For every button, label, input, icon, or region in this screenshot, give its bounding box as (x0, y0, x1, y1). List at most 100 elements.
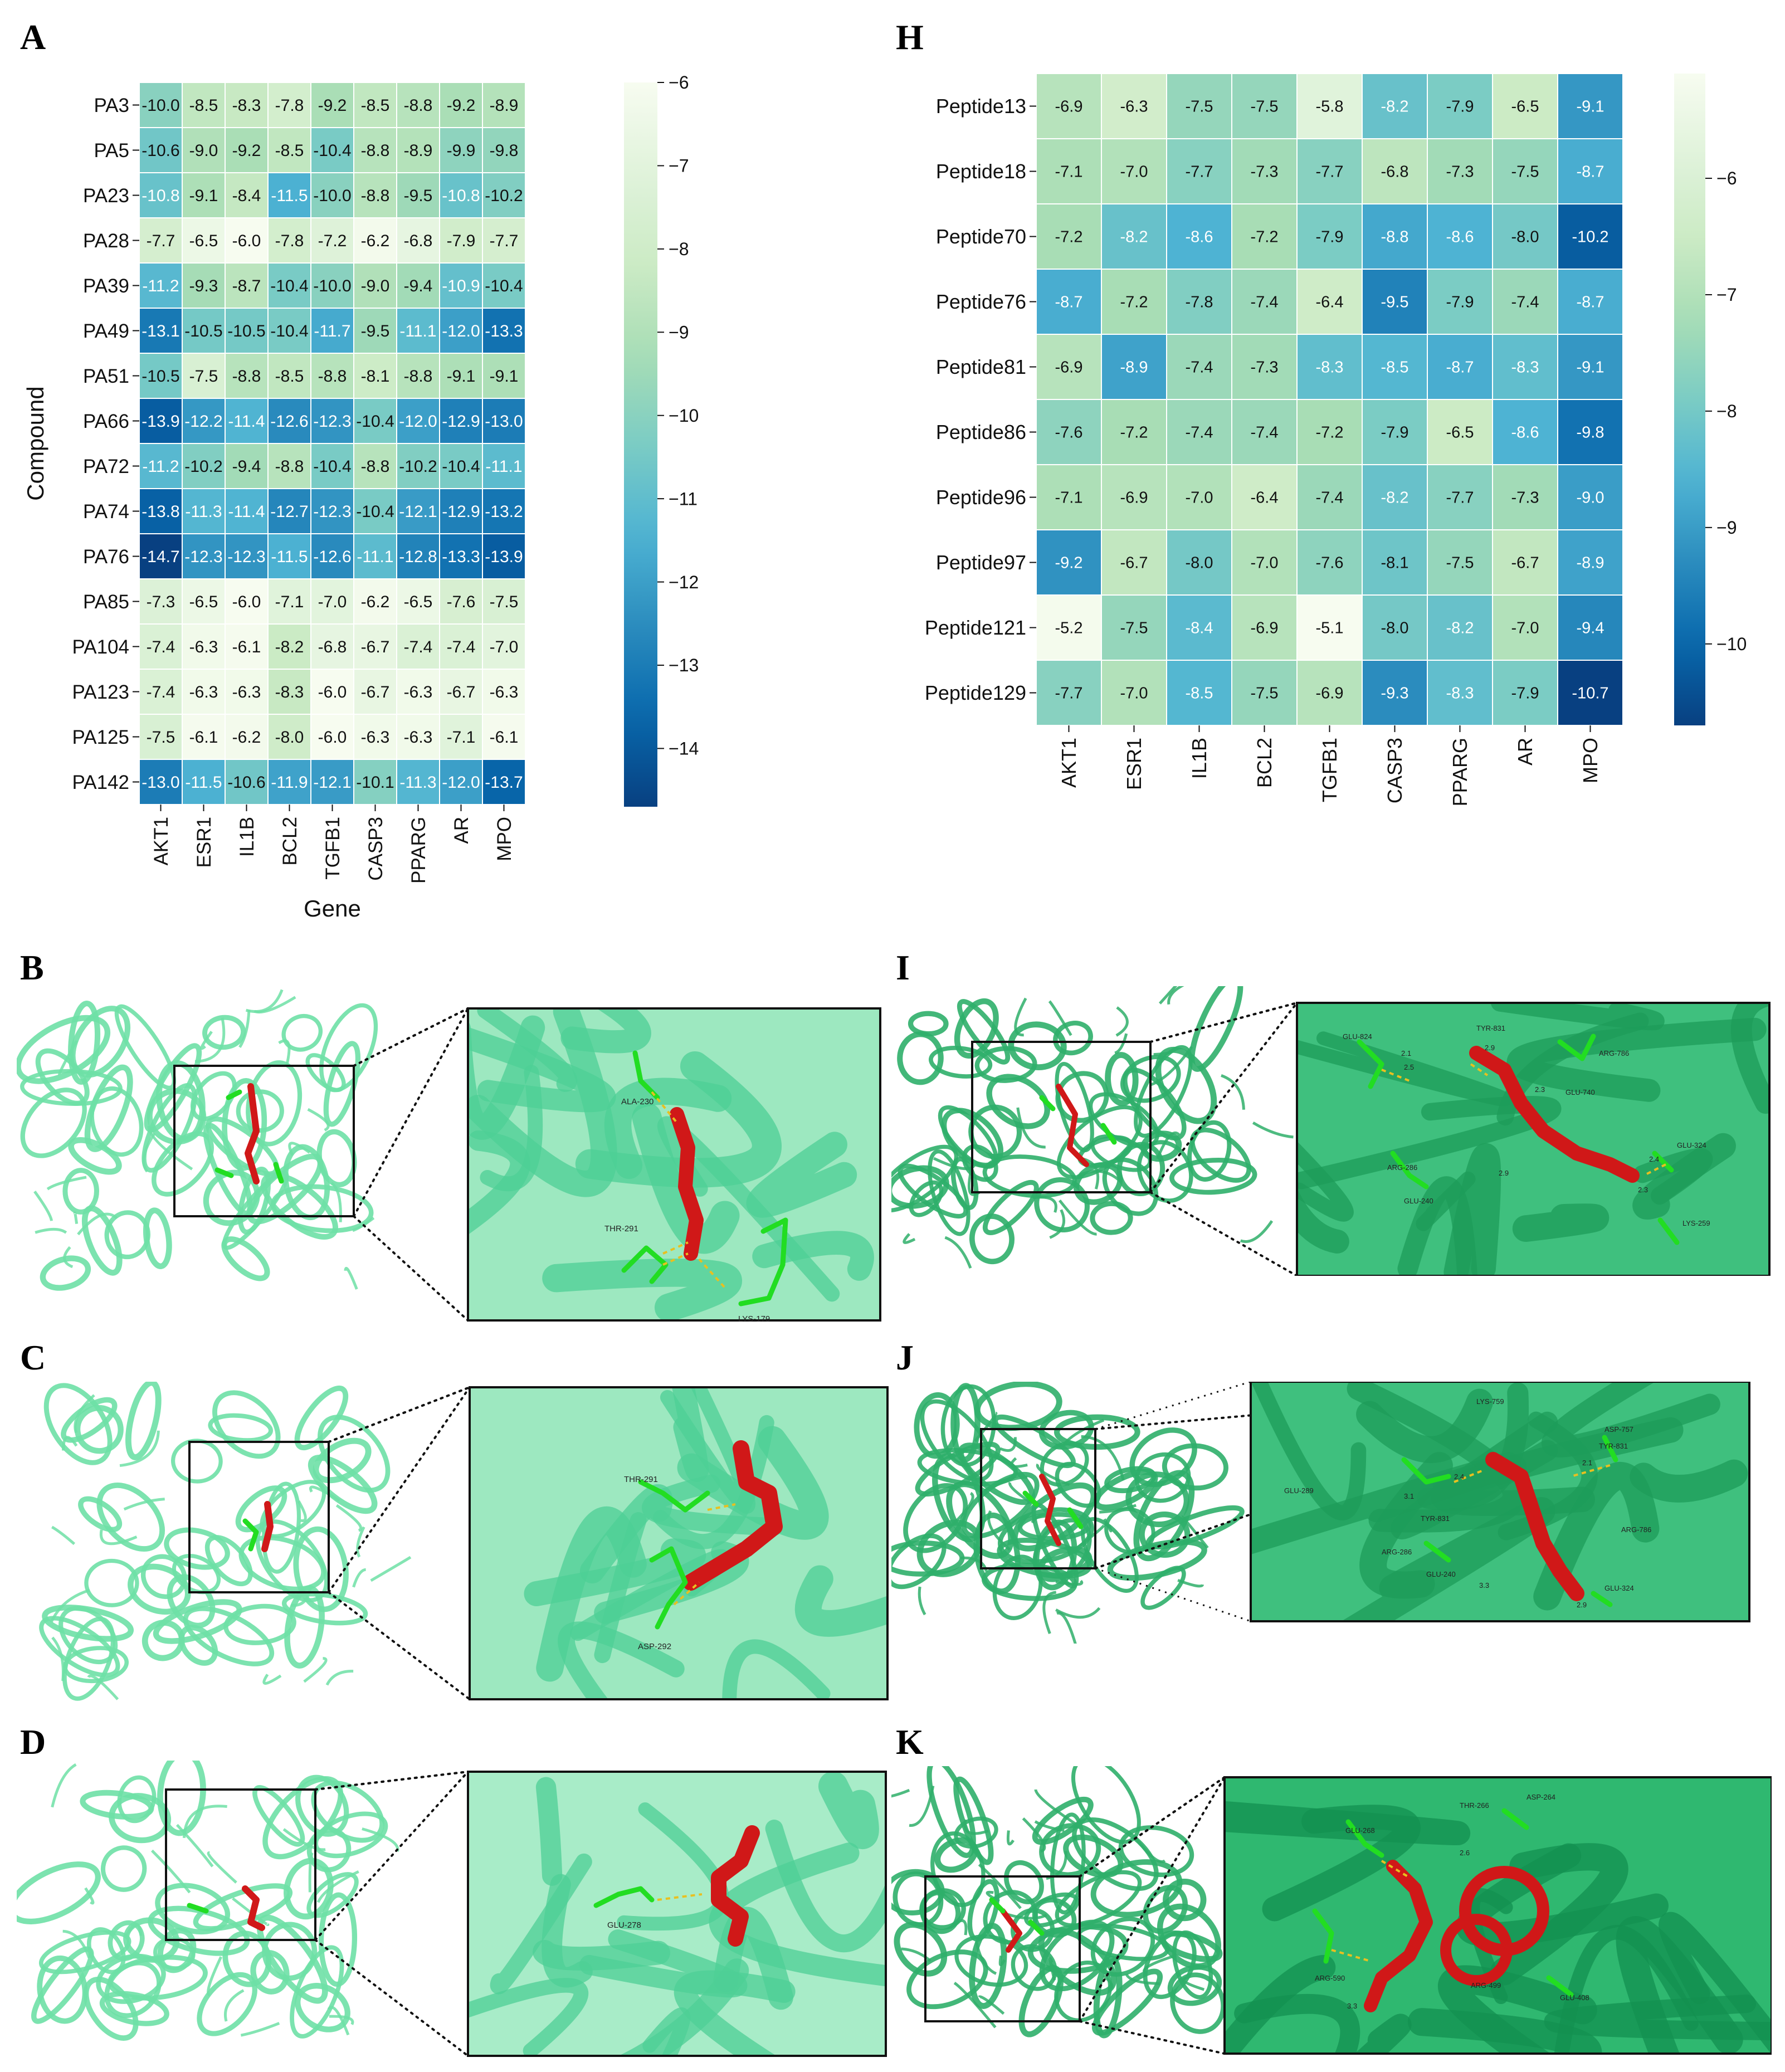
zoom-connector (353, 1215, 469, 1322)
loop-segment (978, 1995, 1005, 2015)
helix-segment (932, 1452, 986, 1543)
heatmap-cell (1296, 660, 1363, 726)
helix-segment (170, 1439, 223, 1484)
residue-label: ASP-757 (1604, 1425, 1633, 1434)
row-tick-label: PA74 (83, 501, 129, 523)
row-tick-label: PA104 (72, 636, 130, 658)
row-tick-label: PA39 (83, 275, 129, 297)
loop-segment (1055, 1579, 1084, 1586)
column-tick-label: IL1B (1188, 738, 1211, 779)
heatmap-cell (1166, 73, 1232, 139)
heatmap-cell (1557, 73, 1623, 139)
residue-label: 2.4 (1454, 1473, 1464, 1481)
ligand (682, 1440, 783, 1591)
colorbar-tick-label: −8 (669, 239, 689, 259)
loop-segment (909, 1785, 935, 1827)
heatmap-cell (310, 127, 354, 173)
cell-value: -7.5 (490, 593, 519, 611)
cell-value: -8.8 (1381, 228, 1409, 246)
cell-value: -6.0 (232, 593, 261, 611)
row-tick-label: Peptide81 (936, 355, 1026, 378)
helix-segment (1054, 1414, 1140, 1450)
loop-segment (77, 1212, 118, 1236)
ribbon (535, 1777, 563, 1886)
cell-value: -12.3 (313, 412, 351, 431)
cell-value: -7.6 (1055, 424, 1083, 442)
cell-value: -11.1 (485, 457, 522, 476)
cell-value: -9.1 (1577, 98, 1604, 116)
loop-segment (986, 1890, 1000, 1903)
heatmap-cell (439, 353, 483, 399)
residue-label: 2.1 (1582, 1459, 1592, 1467)
zoom-connector (328, 1386, 471, 1593)
loop-segment (901, 1947, 931, 1962)
heatmap-cell (396, 262, 440, 309)
ribbon (1630, 1459, 1748, 1503)
helix-segment (894, 1922, 948, 1977)
ribbon (1297, 1141, 1354, 1222)
loop-segment (1036, 1463, 1070, 1486)
loop-segment (245, 989, 284, 1013)
loop-segment (335, 1504, 363, 1532)
row-tick-label: Peptide97 (936, 551, 1026, 574)
cell-value: -9.1 (447, 367, 476, 386)
heatmap-cell (396, 488, 440, 534)
heatmap-cell (267, 714, 311, 760)
hydrogen-bond (1331, 1949, 1371, 1962)
cell-value: -8.3 (1316, 359, 1344, 377)
heatmap-cell (1101, 138, 1167, 204)
heatmap-cell (1427, 399, 1493, 465)
heatmap-cell (267, 127, 311, 173)
row-tick-label: PA123 (72, 681, 130, 703)
cell-value: -12.6 (313, 548, 351, 566)
cell-value: -10.2 (485, 187, 523, 205)
helix-segment (954, 998, 999, 1059)
zoom-frame (1250, 1382, 1750, 1622)
helix-segment (293, 1526, 349, 1612)
protein-structure (17, 989, 378, 1291)
ribbon (1466, 1888, 1513, 2005)
heatmap-cell (1362, 203, 1428, 270)
heatmap-cell (182, 759, 226, 805)
heatmap-cell (439, 217, 483, 264)
heatmap-cell (1557, 203, 1623, 270)
cell-value: -10.8 (442, 187, 480, 205)
residue-label: 2.4 (1649, 1155, 1659, 1163)
cell-value: -7.0 (318, 593, 347, 611)
helix-segment (908, 1011, 949, 1037)
heatmap-cell (482, 488, 526, 534)
loop-segment (253, 996, 296, 1014)
helix-segment (1050, 1812, 1086, 1915)
heatmap-cell (1427, 269, 1493, 335)
residue-label: GLU-240 (1426, 1570, 1456, 1578)
cell-value: -14.7 (142, 548, 179, 566)
cell-value: -7.1 (1055, 489, 1083, 507)
cell-value: -7.4 (1251, 294, 1279, 311)
helix-segment (1189, 986, 1243, 1072)
heatmap-cell (1036, 73, 1102, 139)
column-tick-label: BCL2 (279, 817, 301, 866)
heatmap-cell (1101, 399, 1167, 465)
heatmap-cell (1166, 529, 1232, 596)
heatmap-cell (139, 217, 183, 264)
cell-value: -12.8 (399, 548, 437, 566)
row-tick-label: Peptide76 (936, 290, 1026, 313)
heatmap-cell (1362, 269, 1428, 335)
cell-value: -11.1 (357, 548, 393, 566)
cell-value: -11.5 (271, 548, 308, 566)
loop-segment (278, 1039, 291, 1067)
loop-segment (309, 1485, 340, 1502)
cell-value: -8.7 (1055, 294, 1083, 311)
loop-segment (1159, 986, 1178, 1005)
residue-stick (1546, 1975, 1574, 1997)
helix-segment (68, 1137, 122, 1175)
helix-segment (202, 1015, 246, 1050)
loop-segment (58, 1040, 78, 1076)
cell-value: -8.0 (1381, 620, 1409, 637)
helix-segment (96, 1482, 165, 1552)
heatmap-cell (482, 533, 526, 579)
cell-value: -7.5 (1186, 98, 1213, 116)
ribbon (672, 1387, 709, 1482)
loop-segment (1252, 1121, 1294, 1139)
helix-segment (1155, 1046, 1217, 1124)
